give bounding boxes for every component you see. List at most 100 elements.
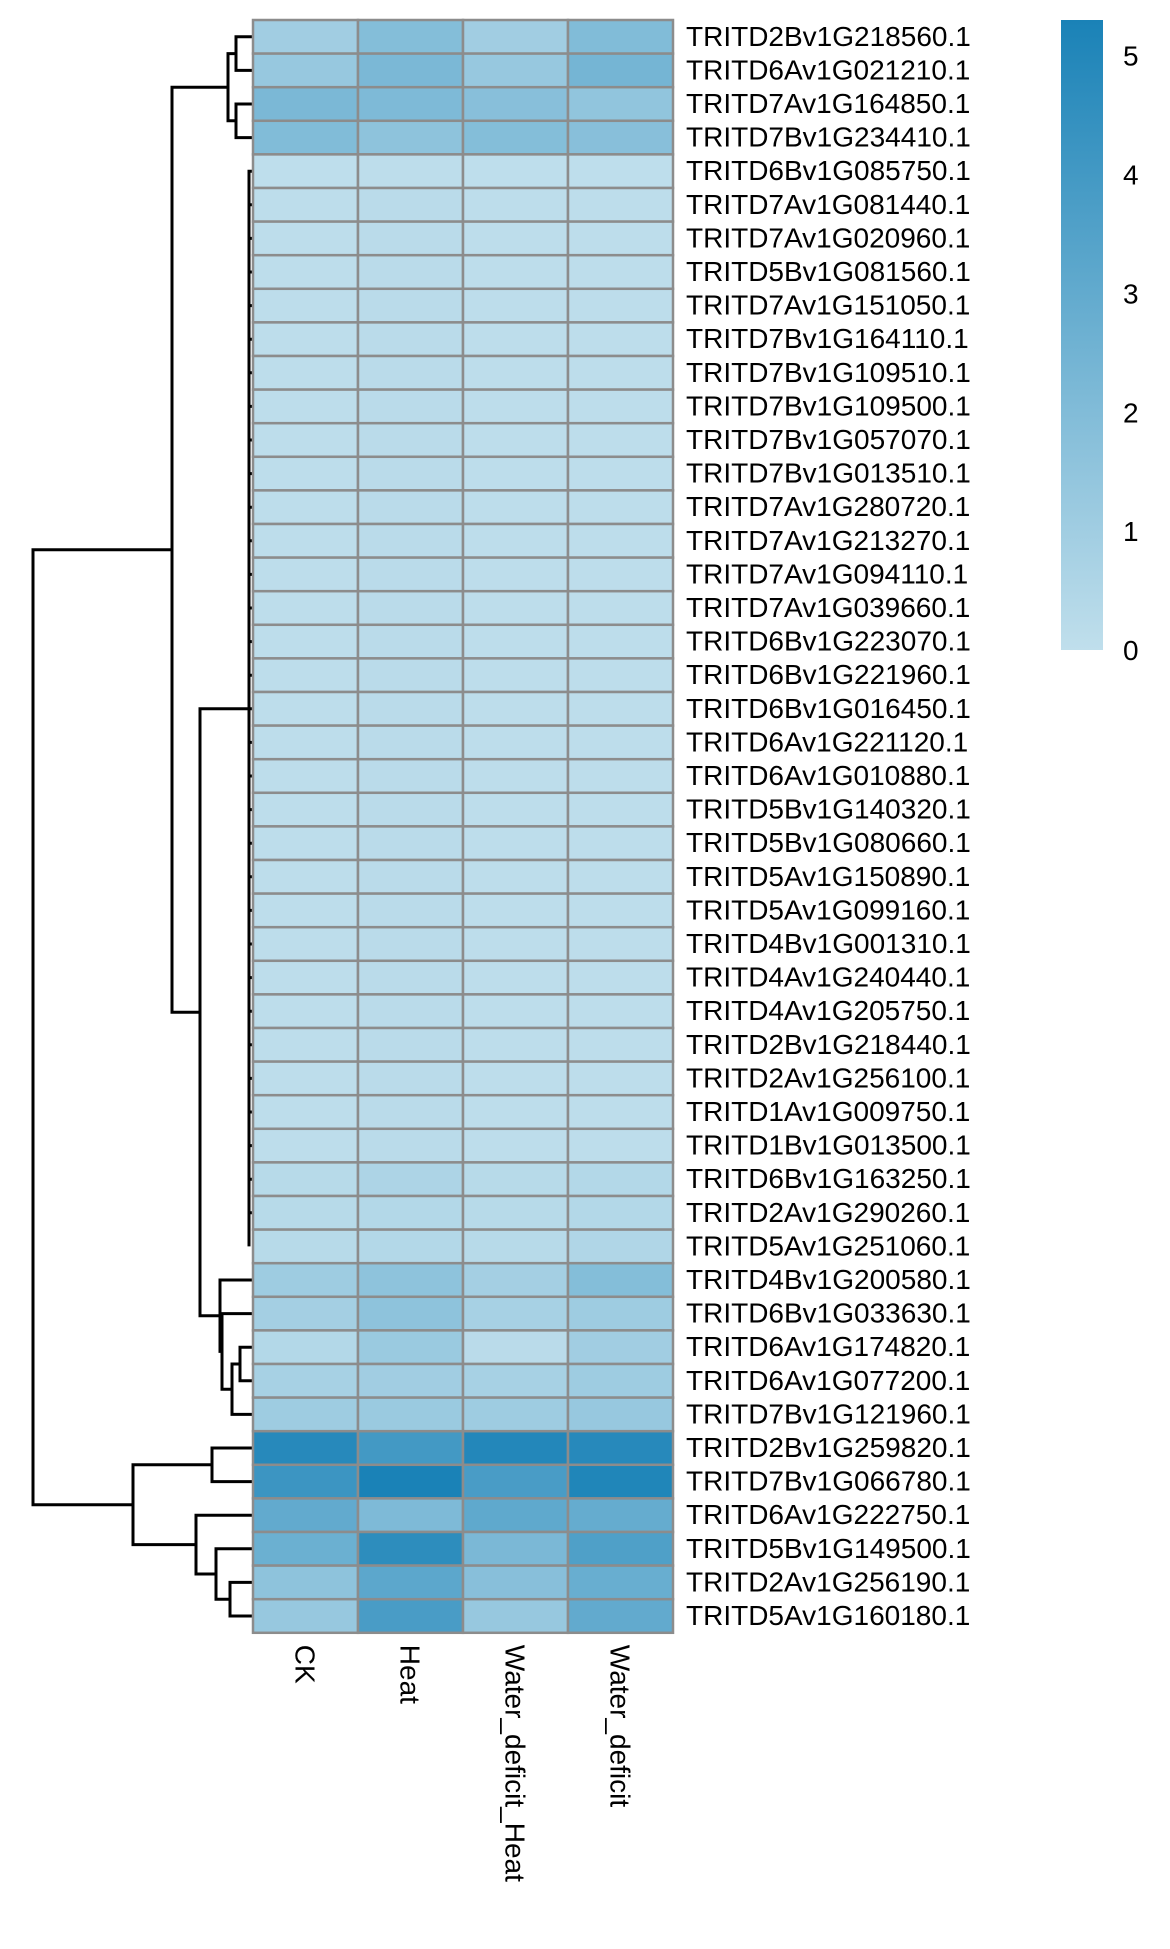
dendrogram-branch <box>210 1446 253 1484</box>
heatmap-cell <box>251 1530 360 1567</box>
heatmap-cell <box>251 825 360 862</box>
row-label: TRITD7Av1G280720.1 <box>686 491 970 522</box>
heatmap-cell <box>566 925 675 963</box>
heatmap-cell <box>251 1564 360 1601</box>
heatmap-cell <box>461 1564 570 1601</box>
heatmap-cell <box>566 522 675 559</box>
heatmap-cell <box>566 1127 675 1164</box>
heatmap-cell <box>461 1026 570 1063</box>
heatmap-cell <box>251 85 360 123</box>
heatmap-cell <box>356 1127 465 1164</box>
dendrogram-branch <box>238 1345 253 1383</box>
row-label: TRITD6Av1G077200.1 <box>686 1365 970 1396</box>
heatmap-cell <box>251 1228 360 1265</box>
heatmap-cell <box>356 421 465 459</box>
heatmap-cell <box>356 489 465 526</box>
heatmap-cell <box>251 119 360 156</box>
heatmap-cell <box>251 1194 360 1231</box>
row-label: TRITD5Av1G160180.1 <box>686 1600 970 1631</box>
heatmap-cell <box>566 1060 675 1097</box>
heatmap-cell <box>251 1261 360 1299</box>
heatmap-cell <box>461 959 570 996</box>
dendrogram-branch <box>31 548 172 1507</box>
heatmap-cell <box>461 1295 570 1332</box>
heatmap-cell <box>356 1161 465 1198</box>
row-label: TRITD2Av1G256190.1 <box>686 1566 970 1597</box>
heatmap-cell <box>251 18 360 55</box>
heatmap-cell <box>356 522 465 559</box>
dendrogram-branch <box>218 1278 253 1353</box>
heatmap-cell <box>461 186 570 223</box>
row-label: TRITD7Bv1G121960.1 <box>686 1398 971 1429</box>
heatmap-cell <box>356 287 465 324</box>
heatmap-cell <box>566 993 675 1030</box>
heatmap-cell <box>251 1429 360 1467</box>
heatmap-cell <box>566 892 675 929</box>
row-label: TRITD7Av1G039660.1 <box>686 592 970 623</box>
heatmap-cell <box>566 153 675 190</box>
heatmap-cell <box>566 1295 675 1332</box>
heatmap-cell <box>356 85 465 123</box>
heatmap-cell <box>251 724 360 761</box>
row-label: TRITD5Bv1G149500.1 <box>686 1533 971 1564</box>
heatmap-cell <box>461 993 570 1030</box>
heatmap-cell <box>251 253 360 291</box>
heatmap-cell <box>356 1329 465 1366</box>
heatmap-cell <box>356 1060 465 1097</box>
heatmap-cell <box>461 1362 570 1399</box>
heatmap-cell <box>356 52 465 89</box>
heatmap-cell <box>566 1026 675 1063</box>
heatmap-cell <box>461 1228 570 1265</box>
heatmap-cell <box>461 757 570 795</box>
colorbar <box>1061 20 1103 650</box>
heatmap-cell <box>566 1261 675 1299</box>
heatmap-cell <box>566 220 675 257</box>
heatmap-cell <box>356 1228 465 1265</box>
heatmap-cell <box>566 1429 675 1467</box>
heatmap-cell <box>566 119 675 156</box>
heatmap-cell <box>461 1194 570 1231</box>
row-label: TRITD7Bv1G234410.1 <box>686 122 971 153</box>
heatmap-cell <box>461 858 570 895</box>
heatmap-cell <box>566 589 675 627</box>
colorbar-tick-label: 0 <box>1123 635 1139 666</box>
heatmap-cell <box>461 1161 570 1198</box>
heatmap-cell <box>356 1530 465 1567</box>
heatmap-cell <box>356 119 465 156</box>
heatmap-cell <box>566 657 675 694</box>
heatmap-cell <box>566 52 675 89</box>
row-label: TRITD6Bv1G221960.1 <box>686 659 971 690</box>
heatmap-cell <box>251 623 360 660</box>
heatmap-cell <box>356 589 465 627</box>
row-label: TRITD6Av1G021210.1 <box>686 54 970 85</box>
row-label: TRITD7Av1G164850.1 <box>686 88 970 119</box>
heatmap-cell <box>356 959 465 996</box>
heatmap-cell <box>251 388 360 425</box>
heatmap-cell <box>461 253 570 291</box>
heatmap-cell <box>251 556 360 593</box>
heatmap-cell <box>461 1597 570 1635</box>
dendrogram-branch <box>230 1362 253 1416</box>
color-legend: 0 1 2 3 4 5 <box>1061 20 1139 666</box>
heatmap-cell <box>251 421 360 459</box>
heatmap-cell <box>356 253 465 291</box>
heatmap-cell <box>461 522 570 559</box>
heatmap-cell <box>566 1597 675 1635</box>
heatmap-cell <box>566 690 675 727</box>
heatmap-cell <box>461 85 570 123</box>
heatmap-cell <box>566 1329 675 1366</box>
heatmap-cell <box>566 455 675 492</box>
heatmap-cell <box>461 421 570 459</box>
dendrogram-branch <box>214 1547 253 1601</box>
heatmap-cell <box>566 791 675 828</box>
column-labels: CK Heat Water_deficit_Heat Water_deficit <box>290 1645 636 1882</box>
heatmap-cell <box>251 1463 360 1500</box>
heatmap-cell <box>251 993 360 1030</box>
heatmap-cell <box>461 153 570 190</box>
heatmap-cell <box>461 657 570 694</box>
heatmap-cell <box>251 1093 360 1131</box>
heatmap-cell <box>251 522 360 559</box>
row-label: TRITD7Av1G213270.1 <box>686 525 970 556</box>
